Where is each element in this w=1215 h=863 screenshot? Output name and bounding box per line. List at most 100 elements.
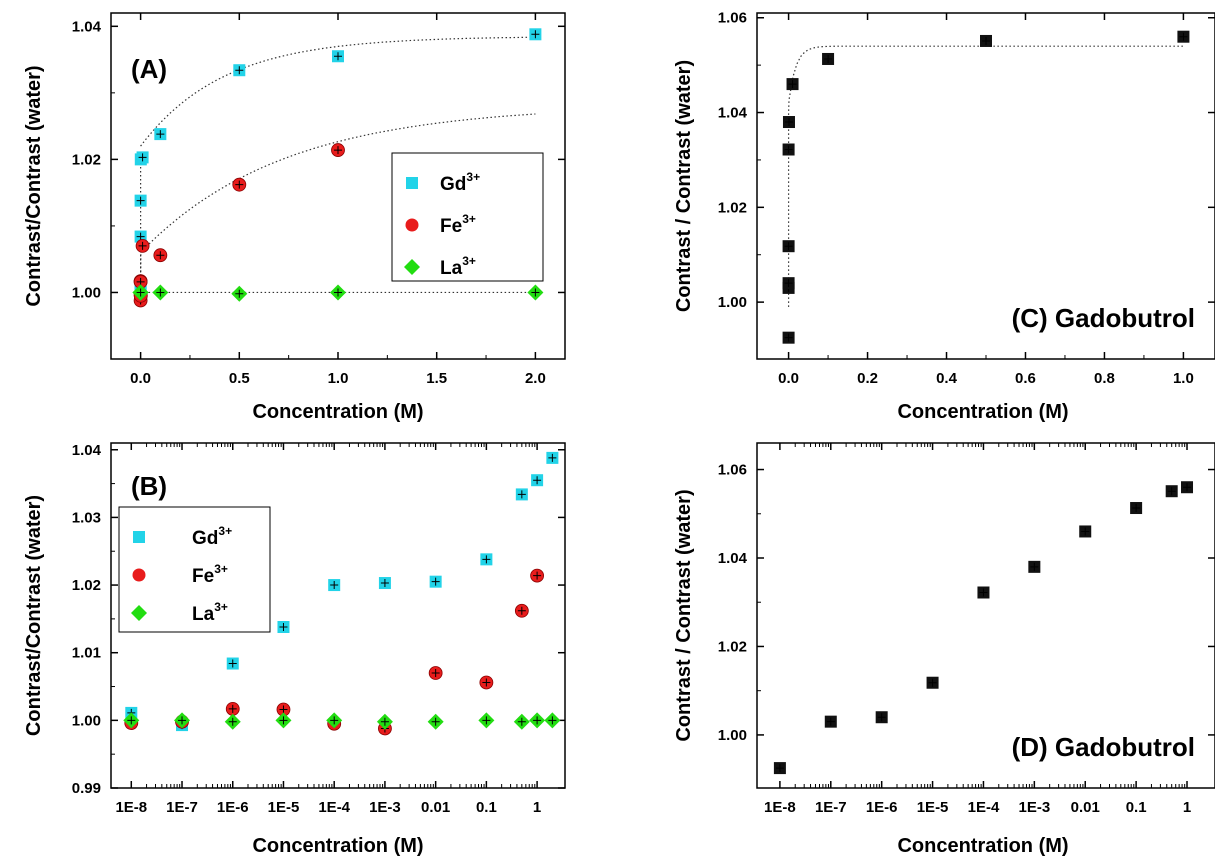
gadobutrol-data-point-errorbar xyxy=(979,588,988,597)
y-tick-label: 1.04 xyxy=(72,442,102,459)
gadobutrol-data-point-errorbar xyxy=(982,36,990,45)
plot-frame xyxy=(110,442,566,789)
x-tick-label: 0.1 xyxy=(476,799,497,816)
la-data-point-errorbar xyxy=(380,717,389,726)
fe-data-point-errorbar xyxy=(156,251,165,260)
fe-data-point-errorbar xyxy=(228,704,237,713)
x-axis-label: Concentration (M) xyxy=(252,401,423,423)
y-tick-label: 0.99 xyxy=(72,780,101,797)
gadobutrol-data-point-errorbar xyxy=(1183,483,1192,492)
x-tick-label: 1E-7 xyxy=(815,799,847,816)
gd-data-point-errorbar xyxy=(380,579,389,588)
la-data-point-errorbar xyxy=(334,288,342,297)
gadobutrol-data-point-errorbar xyxy=(784,242,793,251)
legend-box xyxy=(118,506,271,633)
gd-data-point-errorbar xyxy=(517,490,526,499)
panel-dgadobutrol: 1E-8 1E-7 1E-6 1E-5 1E-4 1E-3 0.01 0.1 1 1.00 1.02… xyxy=(673,442,1215,857)
gd-data-point-errorbar xyxy=(136,196,145,205)
la-data-point-errorbar xyxy=(178,716,187,725)
gd-data-point-errorbar xyxy=(334,52,342,61)
y-tick-label: 1.04 xyxy=(72,18,102,35)
x-tick-label: 2.0 xyxy=(525,370,546,387)
x-tick-label: 0.1 xyxy=(1126,799,1147,816)
gadobutrol-data-point-errorbar xyxy=(824,54,833,63)
x-tick-label: 1E-4 xyxy=(318,799,350,816)
legend-fe-marker xyxy=(405,218,419,232)
gd-data-point-errorbar xyxy=(482,555,491,564)
fe-data-point-errorbar xyxy=(517,606,526,615)
plot-frame xyxy=(756,442,1215,789)
fe-fit-curve xyxy=(140,113,536,296)
gd-data-point-errorbar xyxy=(138,153,147,162)
y-tick-label: 1.06 xyxy=(718,10,747,27)
y-axis-label: Contrast/Contrast (water) xyxy=(23,65,45,306)
y-tick-label: 1.02 xyxy=(72,577,101,594)
legend-la-charge: 3+ xyxy=(214,600,228,614)
gadobutrol-data-point-errorbar xyxy=(1179,32,1188,41)
x-tick-label: 1E-6 xyxy=(217,799,249,816)
x-tick-label: 0.0 xyxy=(130,370,151,387)
x-tick-label: 1E-7 xyxy=(166,799,198,816)
fe-data-point-errorbar xyxy=(431,669,440,677)
gadobutrol-data-point-errorbar xyxy=(784,333,793,342)
x-tick-label: 0.8 xyxy=(1094,370,1115,387)
gd-data-point-errorbar xyxy=(235,66,244,75)
y-tick-label: 1.04 xyxy=(718,550,748,567)
la-data-point-errorbar xyxy=(533,716,542,725)
y-tick-label: 1.06 xyxy=(718,462,747,479)
legend-la-marker xyxy=(404,259,420,275)
gd-data-point-errorbar xyxy=(136,232,145,241)
fe-data-point-errorbar xyxy=(138,241,147,250)
legend-fe-charge: 3+ xyxy=(214,562,228,576)
y-tick-label: 1.04 xyxy=(718,105,748,122)
legend: Gd3+Fe3+La3+ xyxy=(118,506,271,633)
la-data-point-errorbar xyxy=(548,716,557,725)
y-axis-label: Contrast / Contrast (water) xyxy=(673,60,695,312)
la-data-point-errorbar xyxy=(279,716,288,725)
gd-data-point-errorbar xyxy=(156,130,165,139)
gadobutrol-data-point-errorbar xyxy=(1132,504,1141,513)
gd-data-point-errorbar xyxy=(330,581,339,590)
gadobutrol-data-point-errorbar xyxy=(928,678,937,687)
x-tick-label: 1E-4 xyxy=(968,799,1000,816)
panel-label: (C) Gadobutrol xyxy=(1012,303,1195,333)
la-data-point-errorbar xyxy=(235,289,244,298)
x-tick-label: 0.4 xyxy=(936,370,958,387)
gadobutrol-data-point-errorbar xyxy=(1167,487,1176,496)
gd-data-point-errorbar xyxy=(431,577,440,586)
panel-label: (A) xyxy=(131,54,167,84)
x-tick-label: 1E-6 xyxy=(866,799,898,816)
fe-data-point-errorbar xyxy=(533,571,542,580)
la-data-point-errorbar xyxy=(517,717,526,726)
la-data-point-errorbar xyxy=(127,716,136,725)
la-data-point-errorbar xyxy=(156,288,165,297)
x-axis-label: Concentration (M) xyxy=(897,401,1068,423)
gd-data-point-errorbar xyxy=(279,623,288,631)
la-data-point-errorbar xyxy=(330,716,339,725)
gadobutrol-data-point-errorbar xyxy=(784,118,793,127)
la-data-point-errorbar xyxy=(136,288,145,297)
gd-fit-curve xyxy=(140,36,536,293)
y-tick-label: 1.02 xyxy=(718,638,747,655)
x-tick-label: 0.01 xyxy=(1071,799,1100,816)
x-tick-label: 1E-5 xyxy=(917,799,949,816)
gadobutrol-data-point-errorbar xyxy=(788,80,797,89)
gd-data-point-errorbar xyxy=(548,453,557,462)
gadobutrol-data-point-errorbar xyxy=(1030,562,1039,571)
gadobutrol-data-point-errorbar xyxy=(826,717,835,726)
gd-data-point-errorbar xyxy=(531,30,540,39)
gadobutrol-data-point-errorbar xyxy=(784,145,793,154)
x-tick-label: 1E-3 xyxy=(369,799,401,816)
la-data-point-errorbar xyxy=(431,717,440,726)
x-tick-label: 1E-5 xyxy=(268,799,300,816)
x-tick-label: 0.2 xyxy=(857,370,878,387)
legend-fe-charge: 3+ xyxy=(462,212,476,226)
y-tick-label: 1.03 xyxy=(72,509,101,526)
panel-cgadobutrol: 0.0 0.2 0.4 0.6 0.8 1.0 1.00 1.02 1.04 1.06 Concen… xyxy=(673,10,1215,423)
x-tick-label: 1 xyxy=(533,799,541,816)
legend-box xyxy=(391,152,544,282)
la-data-point-errorbar xyxy=(228,717,237,726)
fe-data-point-errorbar xyxy=(279,705,288,714)
legend-gd-marker xyxy=(406,177,418,189)
